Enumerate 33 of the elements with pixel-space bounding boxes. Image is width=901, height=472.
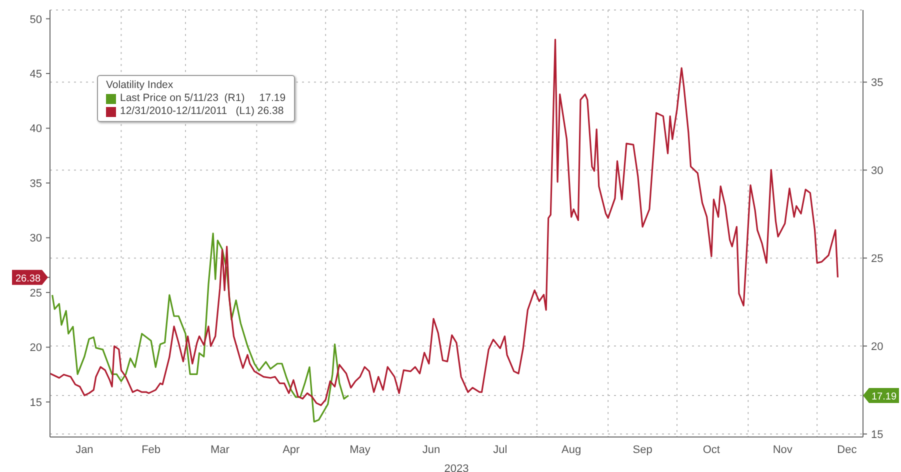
line-series xyxy=(50,38,839,406)
y-tick-label: 30 xyxy=(30,232,42,245)
y2-tick-label: 15 xyxy=(871,429,884,442)
x-tick-label: Nov xyxy=(772,444,793,456)
legend-label: Last Price on 5/11/23 (R1) 17.19 xyxy=(120,92,286,105)
x-tick-label: Dec xyxy=(837,444,858,456)
x-tick-label: Mar xyxy=(210,444,230,456)
y-tick-label: 15 xyxy=(30,396,42,409)
y2-tick-label: 20 xyxy=(871,341,884,354)
y-tick-label: 25 xyxy=(30,287,42,300)
x-tick-label: Jun xyxy=(422,444,440,456)
y-tick-label: 20 xyxy=(30,342,42,354)
y2-tick-label: 35 xyxy=(871,77,884,90)
y2-tick-label: 30 xyxy=(871,165,884,178)
x-tick-label: Apr xyxy=(282,444,300,456)
legend-title: Volatility Index xyxy=(106,79,174,92)
y-tick-label: 40 xyxy=(30,123,42,136)
y-tick-label: 35 xyxy=(30,178,42,190)
x-axis-title: 2023 xyxy=(444,463,469,472)
legend-label: 12/31/2010-12/11/2011 (L1) 26.38 xyxy=(120,105,284,118)
y2-tick-label: 25 xyxy=(871,253,884,266)
y-tick-label: 50 xyxy=(30,14,42,26)
x-tick-label: Jul xyxy=(493,444,508,456)
y2-tick-label: 17.19 xyxy=(871,391,897,402)
x-tick-label: Feb xyxy=(142,444,161,456)
x-tick-label: May xyxy=(350,444,371,456)
line-series xyxy=(51,232,350,422)
x-tick-label: Sep xyxy=(632,444,652,456)
x-tick-label: Oct xyxy=(702,444,720,456)
y-tick-label: 26.38 xyxy=(15,273,41,284)
x-tick-label: Jan xyxy=(76,444,94,456)
x-tick-label: Aug xyxy=(562,444,582,456)
y-tick-label: 45 xyxy=(30,68,42,81)
